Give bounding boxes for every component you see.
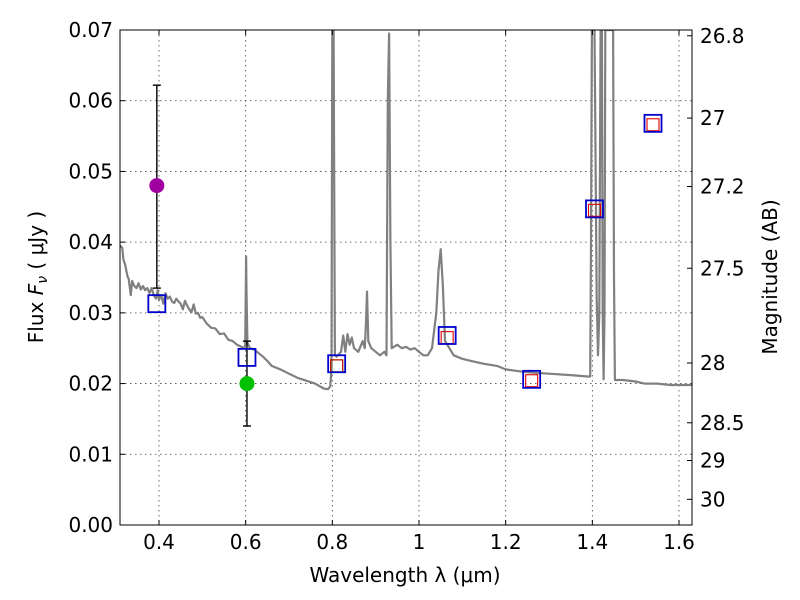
y-tick-label: 0.00: [68, 513, 113, 537]
magnitude-tick-label: 27: [700, 106, 725, 130]
x-tick-label: 0.6: [230, 530, 262, 554]
model-flux-marker: [643, 113, 663, 133]
magnitude-axis-label: Magnitude (AB): [758, 199, 782, 354]
axis-ticks: [120, 29, 692, 526]
observed-flux-marker: [587, 203, 602, 217]
y-axis-label-symbol: F: [24, 283, 48, 295]
y-axis-label-prefix: Flux: [24, 295, 48, 343]
model-flux-marker: [147, 294, 167, 314]
y-tick-label: 0.04: [68, 230, 113, 254]
y-tick-label: 0.02: [68, 372, 113, 396]
y-tick-label: 0.01: [68, 442, 113, 466]
model-flux-marker: [522, 369, 542, 389]
detection-point: [149, 178, 165, 194]
observed-flux-marker: [646, 118, 660, 132]
model-flux-marker: [237, 348, 257, 367]
observed-flux-marker: [440, 331, 454, 345]
y-tick-label: 0.07: [68, 18, 113, 42]
plot-frame: [119, 29, 693, 526]
x-tick-label: 0.4: [143, 530, 175, 554]
x-tick-label: 1.4: [576, 530, 608, 554]
model-flux-marker: [437, 326, 457, 345]
y-tick-label: 0.05: [68, 159, 113, 183]
tick-labels: 0.4 0.6 0.8 1 1.2 1.4 1.6 0.00 0.01 0.02 0.03 0.04 0…: [68, 18, 744, 554]
model-spectrum: [120, 30, 692, 391]
y-axis-label-sub: ν: [35, 276, 51, 284]
y-tick-label: 0.03: [68, 301, 113, 325]
magnitude-tick-label: 29: [700, 449, 725, 473]
detection-point: [239, 376, 255, 392]
x-tick-label: 1.6: [663, 530, 695, 554]
magnitude-tick-label: 28: [700, 351, 725, 375]
magnitude-tick-label: 28.5: [700, 411, 745, 435]
magnitude-tick-label: 30: [700, 487, 725, 511]
magnitude-tick-label: 27.5: [700, 256, 745, 280]
model-flux-marker: [327, 354, 347, 374]
x-tick-label: 1: [413, 530, 426, 554]
y-axis-label-unit: ( μJy ): [24, 211, 48, 276]
x-tick-label: 1.2: [490, 530, 522, 554]
observed-flux-marker: [525, 374, 539, 388]
x-tick-label: 0.8: [316, 530, 348, 554]
y-axis-label: Flux Fν ( μJy ): [24, 211, 51, 343]
magnitude-tick-label: 27.2: [700, 175, 745, 199]
magnitude-tick-label: 26.8: [700, 24, 745, 48]
spectrum-line: [120, 30, 692, 391]
grid-lines: [120, 29, 692, 526]
photometry-markers: [147, 84, 663, 427]
y-tick-label: 0.06: [68, 89, 113, 113]
model-flux-marker: [585, 199, 604, 219]
x-axis-label: Wavelength λ (μm): [309, 563, 500, 587]
